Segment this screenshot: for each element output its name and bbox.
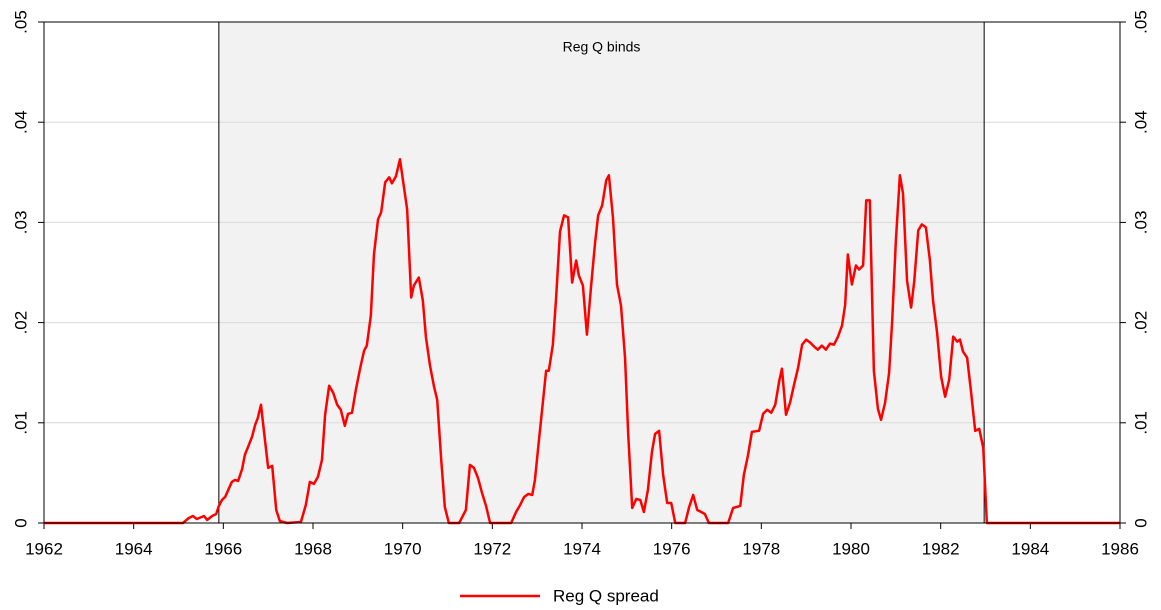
x-tick-label: 1978 <box>742 539 780 558</box>
y2-tick-label: .04 <box>1131 110 1150 134</box>
x-tick-label: 1974 <box>563 539 601 558</box>
x-tick-label: 1968 <box>294 539 332 558</box>
y-tick-label: .03 <box>11 211 30 235</box>
data-line <box>44 158 1120 525</box>
y2-tick-label: 0 <box>1131 518 1150 527</box>
y2-tick-label: .03 <box>1131 211 1150 235</box>
x-tick-label: 1984 <box>1011 539 1049 558</box>
x-tick-label: 1962 <box>25 539 63 558</box>
y2-tick-label: .02 <box>1131 311 1150 335</box>
x-tick-label: 1970 <box>384 539 422 558</box>
legend-label: Reg Q spread <box>553 586 659 605</box>
x-tick-label: 1986 <box>1101 539 1139 558</box>
shaded-region <box>218 22 985 523</box>
y-tick-label: .04 <box>11 110 30 134</box>
annotation: Reg Q binds <box>563 39 641 55</box>
x-tick-label: 1976 <box>653 539 691 558</box>
y-tick-label: .02 <box>11 311 30 335</box>
x-tick-label: 1966 <box>204 539 242 558</box>
y-tick-label: 0 <box>11 518 30 527</box>
x-tick-label: 1982 <box>922 539 960 558</box>
y2-tick-label: .05 <box>1131 10 1150 34</box>
x-tick-label: 1980 <box>832 539 870 558</box>
y2-tick-label: .01 <box>1131 411 1150 435</box>
x-tick-label: 1964 <box>115 539 153 558</box>
plot-frame <box>43 21 1121 524</box>
y-tick-label: .05 <box>11 10 30 34</box>
y-tick-label: .01 <box>11 411 30 435</box>
x-tick-label: 1972 <box>473 539 511 558</box>
